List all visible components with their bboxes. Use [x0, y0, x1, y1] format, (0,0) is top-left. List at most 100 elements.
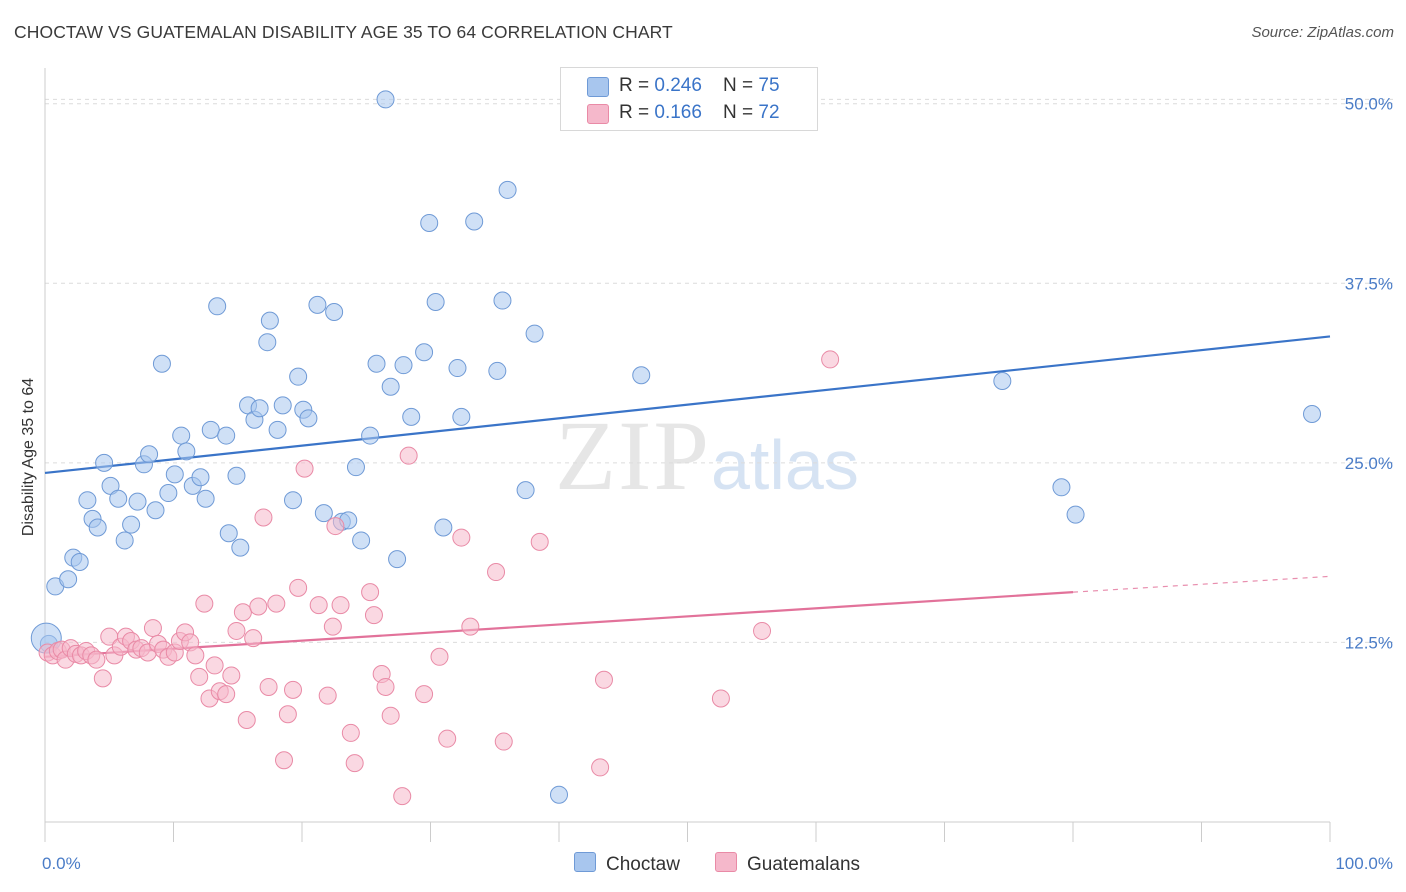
data-point [299, 409, 318, 428]
data-point [275, 751, 294, 770]
data-point [186, 646, 205, 665]
x-tick-label: 100.0% [1335, 854, 1393, 873]
data-point [152, 354, 171, 373]
data-point [259, 677, 278, 696]
axes [44, 68, 1331, 842]
data-point [308, 295, 327, 314]
data-point [191, 468, 210, 487]
y-tick-label: 12.5% [1345, 633, 1393, 652]
data-point [143, 619, 162, 638]
data-point [88, 518, 107, 537]
data-point [550, 785, 568, 804]
data-point [284, 491, 303, 510]
data-point [208, 297, 227, 316]
data-point [258, 333, 277, 352]
data-point [376, 677, 395, 696]
data-point [352, 531, 371, 550]
data-point [177, 442, 196, 461]
data-point [711, 689, 730, 708]
data-point [494, 732, 513, 751]
series-guatemalans [38, 350, 840, 806]
watermark-zip: ZIP [555, 400, 711, 511]
data-point [516, 481, 535, 500]
data-point [318, 686, 337, 705]
data-point [219, 524, 238, 543]
legend-n-value: 75 [758, 75, 780, 96]
y-tick-label: 50.0% [1345, 95, 1393, 114]
data-point [249, 597, 268, 616]
trend-line-guatemalans [44, 591, 1074, 658]
data-point [345, 754, 364, 773]
data-point [109, 489, 128, 508]
trend-lines [44, 335, 1331, 658]
data-point [201, 420, 220, 439]
bottom-legend-guatemalans: Guatemalans [715, 852, 860, 876]
data-point [95, 453, 114, 472]
trend-line-choctaw [44, 335, 1331, 475]
data-point [237, 711, 256, 730]
data-point [381, 706, 400, 725]
data-point [381, 377, 400, 396]
data-point [165, 465, 184, 484]
legend-n-value: 72 [758, 102, 780, 123]
data-point [254, 508, 273, 527]
data-point [426, 292, 445, 311]
data-point [821, 350, 840, 369]
data-point [196, 489, 215, 508]
data-point [1066, 505, 1085, 524]
data-point [376, 90, 395, 109]
data-point [78, 491, 97, 510]
data-point [1052, 478, 1071, 497]
data-points [30, 90, 1322, 806]
data-point [115, 531, 134, 550]
data-point [434, 518, 453, 537]
grid-lines [45, 98, 1395, 643]
data-point [346, 458, 365, 477]
y-axis-title: Disability Age 35 to 64 [20, 378, 37, 536]
data-point [452, 407, 471, 426]
legend-n-label: N = [723, 102, 759, 123]
data-point [70, 552, 89, 571]
data-point [231, 538, 250, 557]
chart-title: CHOCTAW VS GUATEMALAN DISABILITY AGE 35 … [14, 22, 673, 42]
data-point [217, 685, 236, 704]
data-point [415, 343, 434, 362]
data-point [309, 596, 328, 615]
data-point [498, 180, 517, 199]
data-point [323, 617, 342, 636]
data-point [205, 656, 224, 675]
data-point [525, 324, 544, 343]
data-point [361, 426, 380, 445]
data-point [452, 528, 471, 547]
data-point [260, 311, 279, 330]
bottom-legend-swatch-guatemalans [715, 852, 737, 872]
data-point [128, 492, 147, 511]
data-point [361, 583, 380, 602]
data-point [448, 359, 467, 378]
data-point [250, 399, 269, 418]
data-point [402, 407, 421, 426]
data-point [493, 291, 512, 310]
y-tick-label: 25.0% [1345, 454, 1393, 473]
data-point [284, 680, 303, 699]
data-point [430, 647, 449, 666]
data-point [1303, 405, 1322, 424]
bottom-legend-choctaw: Choctaw [574, 852, 680, 876]
data-point [227, 621, 246, 640]
data-point [415, 685, 434, 704]
legend-swatch-guatemalans [587, 104, 609, 124]
data-point [273, 396, 292, 415]
data-point [146, 501, 165, 520]
correlation-legend: R = 0.246 N = 75 R = 0.166 N = 72 [560, 67, 818, 131]
legend-r-label: R = [619, 102, 655, 123]
data-point [465, 212, 484, 231]
data-point [420, 213, 439, 232]
data-point [367, 354, 386, 373]
legend-r-value: 0.166 [654, 102, 702, 123]
data-point [122, 515, 141, 534]
data-point [190, 667, 209, 686]
watermark: ZIPatlas [555, 398, 859, 513]
tick-labels: 12.5% 25.0% 37.5% 50.0% 0.0% 100.0% [42, 95, 1393, 873]
data-point [159, 484, 178, 503]
data-point [530, 532, 549, 551]
